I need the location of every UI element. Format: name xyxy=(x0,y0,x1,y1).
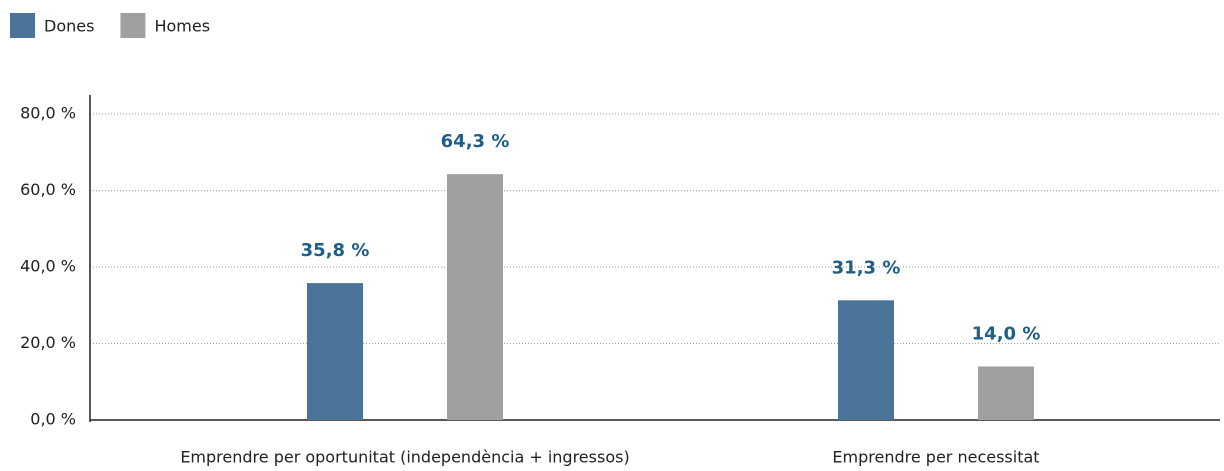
legend-swatch xyxy=(120,13,146,38)
x-tick-label: Emprendre per necessitat xyxy=(832,448,1039,467)
bar xyxy=(978,366,1034,420)
y-tick-label: 60,0 % xyxy=(20,180,76,199)
legend-label: Homes xyxy=(154,17,210,36)
legend-swatch xyxy=(10,13,35,38)
y-tick-label: 20,0 % xyxy=(20,333,76,352)
y-tick-label: 80,0 % xyxy=(20,104,76,123)
value-label: 14,0 % xyxy=(972,323,1041,344)
value-label: 64,3 % xyxy=(441,131,510,152)
value-label: 35,8 % xyxy=(301,240,370,261)
bar xyxy=(307,283,363,420)
legend-label: Dones xyxy=(44,17,94,36)
bar xyxy=(838,300,894,420)
y-tick-label: 0,0 % xyxy=(30,410,76,429)
value-label: 31,3 % xyxy=(832,257,901,278)
x-tick-label: Emprendre per oportunitat (independència… xyxy=(180,448,629,467)
y-tick-label: 40,0 % xyxy=(20,257,76,276)
bar xyxy=(447,174,503,420)
